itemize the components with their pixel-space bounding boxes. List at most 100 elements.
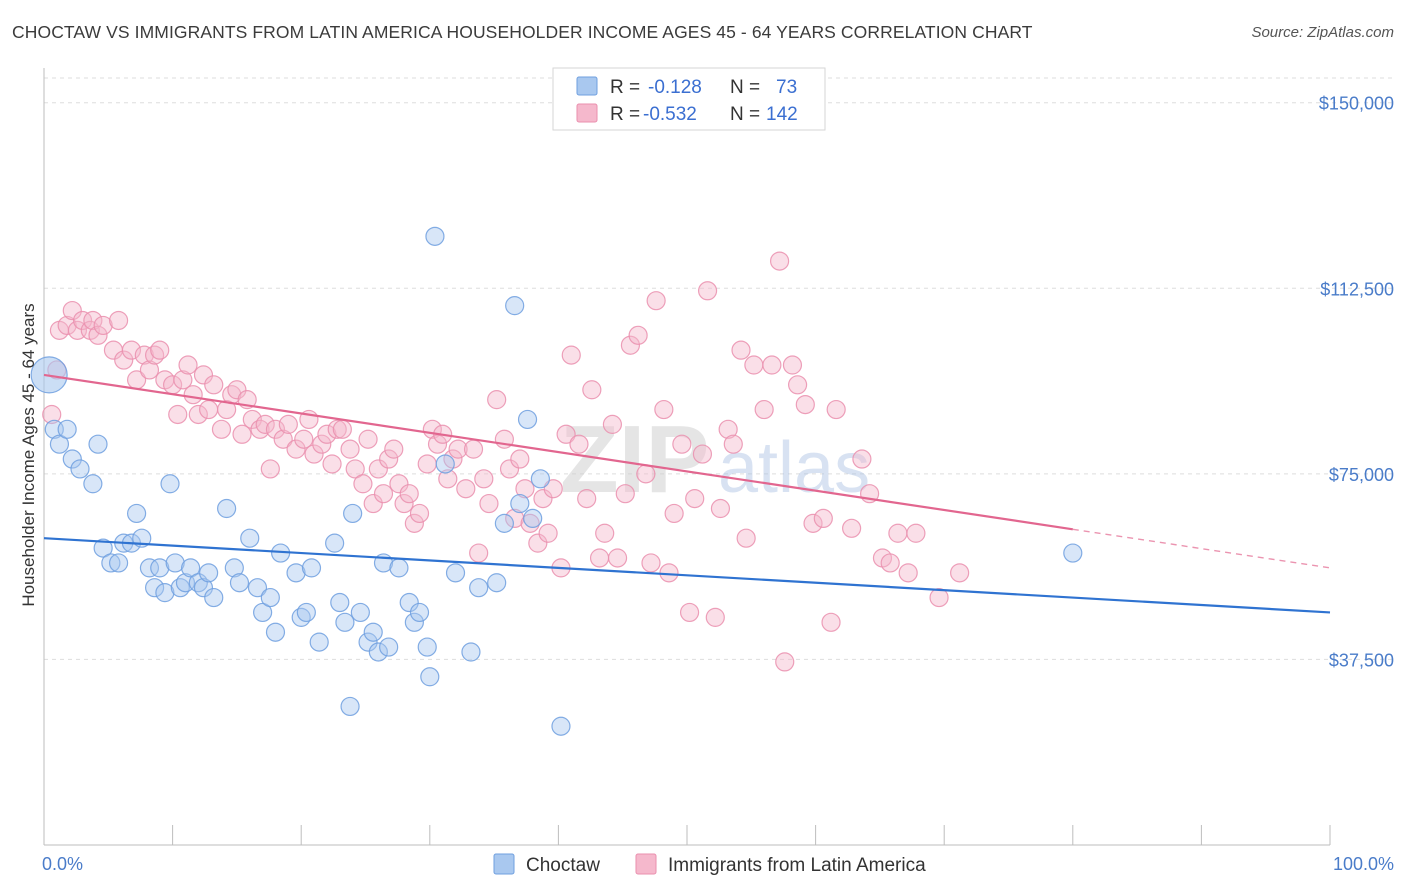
scatter-point bbox=[260, 459, 280, 479]
scatter-point bbox=[165, 553, 185, 573]
trend-lines bbox=[43, 373, 1331, 614]
scatter-point bbox=[569, 434, 589, 454]
scatter-point bbox=[533, 489, 553, 509]
scatter-point bbox=[821, 612, 841, 632]
scatter-point bbox=[322, 454, 342, 474]
scatter-point bbox=[294, 429, 314, 449]
scatter-point bbox=[173, 370, 193, 390]
scatter-point bbox=[456, 479, 476, 499]
scatter-point bbox=[898, 563, 918, 583]
scatter-point bbox=[255, 414, 275, 434]
scatter-point bbox=[602, 414, 623, 434]
scatter-point bbox=[409, 503, 430, 524]
scatter-point bbox=[88, 434, 108, 454]
scatter-point bbox=[379, 637, 399, 657]
scatter-point bbox=[57, 315, 77, 336]
scatter-point bbox=[160, 474, 180, 494]
scatter-point bbox=[404, 513, 424, 533]
scatter-point bbox=[114, 350, 134, 370]
scatter-point bbox=[353, 474, 373, 494]
scatter-point bbox=[42, 404, 62, 425]
gridlines bbox=[44, 77, 1394, 660]
scatter-point bbox=[373, 484, 394, 504]
scatter-point bbox=[204, 587, 224, 608]
scatter-point bbox=[229, 573, 250, 593]
scatter-point bbox=[134, 345, 154, 365]
scatter-point bbox=[286, 439, 306, 459]
scatter-point bbox=[368, 642, 388, 662]
scatter-point bbox=[417, 637, 437, 657]
scatter-point bbox=[636, 464, 656, 484]
series-immigrants-points bbox=[42, 251, 970, 672]
scatter-point bbox=[368, 459, 388, 479]
scatter-point bbox=[181, 558, 201, 578]
scatter-point bbox=[487, 573, 507, 593]
scatter-point bbox=[247, 578, 268, 598]
scatter-point bbox=[168, 404, 188, 425]
source-label: Source: ZipAtlas.com bbox=[1251, 24, 1394, 41]
scatter-point bbox=[628, 325, 648, 345]
stats-n-value-immigrants: 142 bbox=[766, 104, 798, 125]
scatter-point bbox=[101, 553, 121, 573]
legend-label-choctaw: Choctaw bbox=[526, 855, 600, 876]
scatter-point bbox=[615, 484, 635, 504]
scatter-point bbox=[520, 513, 540, 533]
scatter-point bbox=[193, 578, 214, 598]
scatter-point bbox=[463, 439, 484, 459]
scatter-point bbox=[744, 355, 764, 375]
series-choctaw-points bbox=[30, 226, 1083, 736]
scatter-point bbox=[304, 444, 324, 464]
scatter-point bbox=[72, 310, 93, 331]
scatter-point bbox=[183, 385, 203, 405]
scatter-point bbox=[83, 310, 103, 331]
scatter-point bbox=[494, 513, 514, 533]
scatter-point bbox=[561, 345, 581, 365]
scatter-point bbox=[538, 523, 558, 543]
stats-legend-box bbox=[552, 67, 826, 131]
scatter-point bbox=[769, 251, 790, 271]
scatter-point bbox=[582, 380, 602, 400]
scatter-point bbox=[551, 716, 571, 736]
scatter-point bbox=[83, 474, 103, 494]
scatter-point bbox=[199, 563, 219, 583]
scatter-point bbox=[394, 493, 414, 514]
scatter-point bbox=[417, 454, 437, 474]
scatter-point bbox=[227, 380, 247, 400]
scatter-point bbox=[350, 602, 370, 623]
scatter-point bbox=[217, 498, 237, 519]
scatter-point bbox=[420, 667, 440, 687]
scatter-point bbox=[528, 533, 548, 553]
scatter-point bbox=[345, 459, 365, 479]
scatter-point bbox=[461, 642, 481, 662]
y-tick-label: $150,000 bbox=[1319, 94, 1394, 114]
scatter-point bbox=[906, 523, 926, 543]
scatter-point bbox=[278, 414, 298, 434]
scatter-point bbox=[62, 300, 82, 321]
stats-r-value-immigrants: -0.532 bbox=[643, 104, 697, 125]
scatter-point bbox=[217, 399, 237, 420]
scatter-point bbox=[399, 592, 419, 613]
scatter-point bbox=[679, 602, 700, 623]
stats-r-value-choctaw: -0.128 bbox=[648, 77, 702, 98]
scatter-point bbox=[762, 355, 782, 375]
scatter-point bbox=[697, 281, 718, 301]
scatter-point bbox=[358, 632, 378, 652]
scatter-point bbox=[543, 479, 563, 499]
scatter-point bbox=[795, 394, 815, 415]
scatter-point bbox=[188, 404, 208, 425]
scatter-point bbox=[654, 399, 674, 420]
scatter-point bbox=[379, 449, 399, 469]
scatter-point bbox=[710, 498, 731, 519]
scatter-point bbox=[204, 375, 224, 395]
scatter-point bbox=[139, 360, 160, 380]
scatter-point bbox=[144, 578, 165, 598]
scatter-point bbox=[929, 587, 949, 608]
scatter-point bbox=[155, 583, 175, 603]
scatter-point bbox=[705, 607, 725, 627]
scatter-point bbox=[556, 424, 576, 444]
legend-swatch-immigrants bbox=[635, 853, 657, 875]
scatter-point bbox=[260, 587, 280, 608]
y-tick-label: $112,500 bbox=[1320, 279, 1394, 299]
scatter-point bbox=[211, 419, 232, 439]
y-tick-label: $37,500 bbox=[1329, 650, 1394, 670]
